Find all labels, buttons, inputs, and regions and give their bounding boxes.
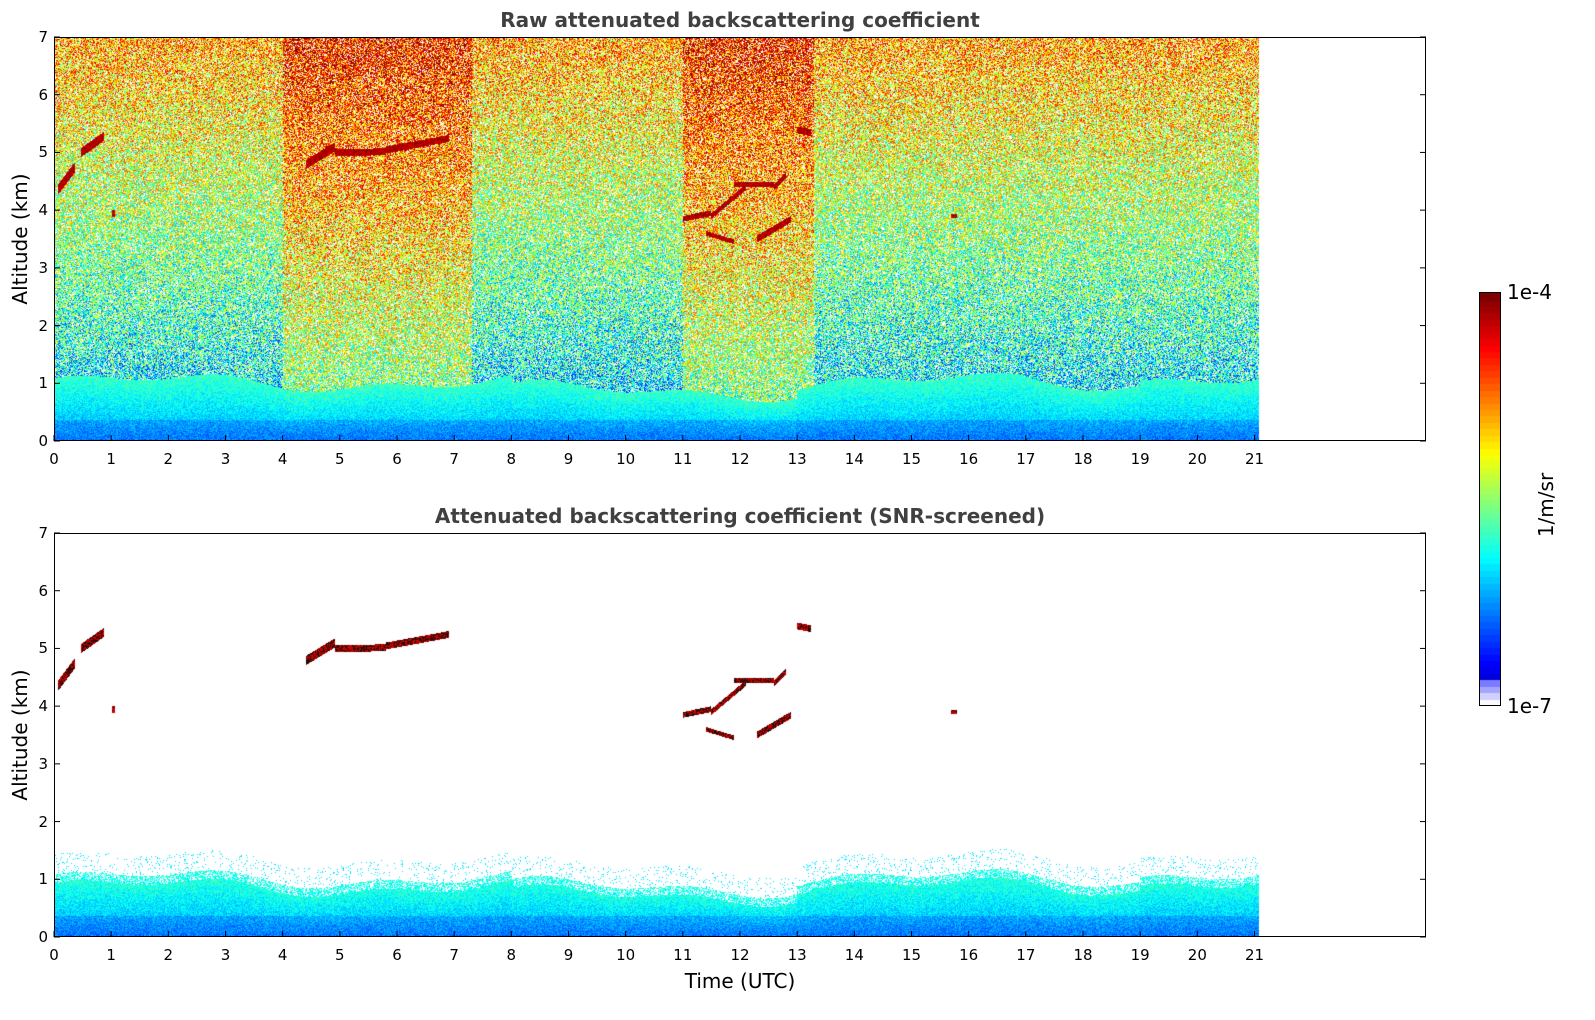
x-tick-label: 7: [449, 450, 459, 468]
x-tick-label: 17: [1016, 946, 1036, 964]
y-tick-label: 0: [38, 432, 48, 450]
colorbar-max-label: 1e-4: [1507, 280, 1552, 304]
y-tick-label: 6: [38, 581, 48, 600]
x-axis-label: Time (UTC): [684, 969, 796, 993]
x-tick-label: 6: [392, 450, 402, 468]
x-tick-label: 0: [49, 450, 59, 468]
x-tick-label: 5: [335, 946, 345, 964]
top-chart-title: Raw attenuated backscattering coefficien…: [500, 8, 980, 32]
bottom-heatmap-canvas: [55, 534, 1425, 936]
x-tick-label: 12: [730, 450, 750, 468]
y-tick-label: 5: [38, 143, 48, 162]
x-tick-label: 3: [220, 450, 231, 468]
x-tick-label: 18: [1073, 946, 1093, 964]
x-tick-label: 16: [959, 450, 979, 468]
x-tick-label: 9: [563, 946, 574, 964]
top-heatmap-canvas: [55, 38, 1425, 440]
bottom-heatmap-panel: [54, 533, 1426, 937]
x-tick-label: 7: [449, 946, 459, 964]
x-tick-label: 5: [335, 450, 345, 468]
colorbar-unit-label: 1/m/sr: [1534, 472, 1558, 538]
y-tick-label: 1: [38, 374, 48, 393]
y-tick-label: 0: [38, 928, 48, 946]
x-tick-label: 20: [1187, 946, 1207, 964]
x-tick-label: 2: [163, 450, 174, 468]
x-tick-label: 14: [844, 450, 864, 468]
x-tick-label: 1: [106, 450, 116, 468]
x-tick-label: 21: [1244, 450, 1265, 468]
x-tick-label: 10: [616, 946, 636, 964]
y-tick-label: 4: [38, 697, 48, 716]
x-tick-label: 8: [506, 946, 517, 964]
x-tick-label: 11: [673, 450, 693, 468]
x-tick-label: 3: [220, 946, 231, 964]
x-tick-label: 4: [277, 946, 288, 964]
x-tick-label: 8: [506, 450, 517, 468]
x-tick-label: 17: [1016, 450, 1036, 468]
y-tick-label: 2: [38, 812, 48, 831]
x-tick-label: 13: [787, 450, 807, 468]
y-tick-label: 7: [38, 28, 48, 46]
x-tick-label: 19: [1130, 450, 1150, 468]
x-tick-label: 4: [277, 450, 288, 468]
x-tick-label: 11: [673, 946, 693, 964]
top-heatmap-panel: [54, 37, 1426, 441]
y-tick-label: 6: [38, 85, 48, 104]
colorbar: [1479, 292, 1501, 706]
y-tick-label: 2: [38, 316, 48, 335]
x-tick-label: 20: [1187, 450, 1207, 468]
x-tick-label: 19: [1130, 946, 1150, 964]
x-tick-label: 1: [106, 946, 116, 964]
x-tick-label: 0: [49, 946, 59, 964]
x-tick-label: 13: [787, 946, 807, 964]
x-tick-label: 21: [1244, 946, 1265, 964]
bottom-chart-title: Attenuated backscattering coefficient (S…: [434, 504, 1046, 528]
x-tick-label: 15: [901, 450, 922, 468]
x-tick-label: 2: [163, 946, 174, 964]
x-tick-label: 18: [1073, 450, 1093, 468]
y-tick-label: 4: [38, 201, 48, 220]
y-tick-label: 5: [38, 639, 48, 658]
x-tick-label: 15: [901, 946, 922, 964]
y-tick-label: 1: [38, 870, 48, 889]
x-tick-label: 9: [563, 450, 574, 468]
y-tick-label: 3: [38, 754, 48, 773]
colorbar-gradient: [1480, 293, 1500, 705]
y-tick-label: 3: [38, 258, 48, 277]
x-tick-label: 16: [959, 946, 979, 964]
x-tick-label: 14: [844, 946, 864, 964]
colorbar-min-label: 1e-7: [1507, 694, 1552, 718]
y-tick-label: 7: [38, 524, 48, 542]
x-tick-label: 12: [730, 946, 750, 964]
x-tick-label: 10: [616, 450, 636, 468]
x-tick-label: 6: [392, 946, 402, 964]
